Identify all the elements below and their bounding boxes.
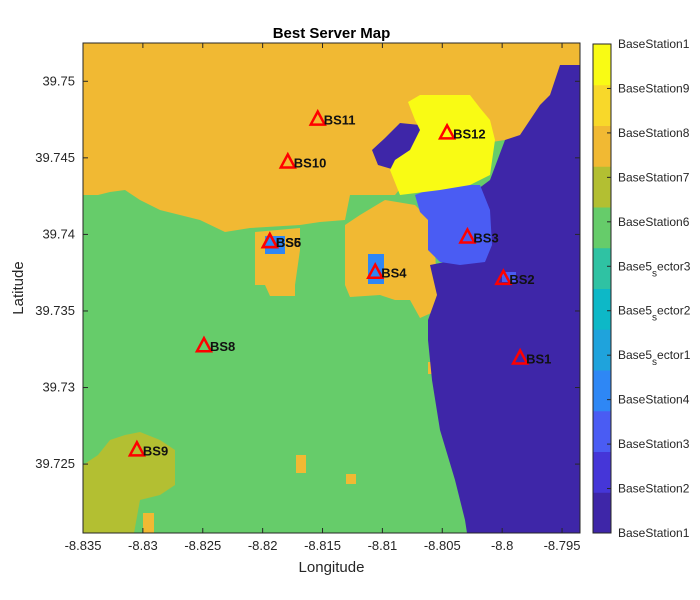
site-marker-bs10 <box>278 151 297 169</box>
chart-title: Best Server Map <box>273 25 391 42</box>
colorbar-swatch <box>593 329 611 371</box>
colorbar-label: Base5sector1 <box>618 348 691 368</box>
colorbar-swatch <box>593 166 611 208</box>
plot-frame <box>82 42 581 534</box>
colorbar-label: BaseStation1 <box>618 526 690 540</box>
y-tick-label: 39.725 <box>35 456 75 471</box>
region-basestation8-patch-3 <box>143 513 154 533</box>
site-label-bs1: BS1 <box>526 351 551 366</box>
colorbar-label: BaseStation7 <box>618 170 690 184</box>
region-basestation1-pocket <box>372 123 425 170</box>
y-tick-label: 39.74 <box>42 226 75 241</box>
colorbar-swatch <box>593 207 611 249</box>
region-basestation8-patch-4 <box>346 474 356 484</box>
colorbar-swatch <box>593 288 611 330</box>
colorbar-swatch <box>593 410 611 452</box>
colorbar-label: Base5sector2 <box>618 304 691 324</box>
site-label-bs6: BS6 <box>276 235 301 250</box>
colorbar-label: BaseStation9 <box>618 81 690 95</box>
region-basestation12 <box>390 95 495 195</box>
colorbar-label: BaseStation3 <box>618 437 690 451</box>
site-label-bs12: BS12 <box>453 126 486 141</box>
colorbar-swatch <box>593 125 611 167</box>
x-tick-label: -8.81 <box>368 538 398 553</box>
region-basestation7 <box>83 432 175 533</box>
colorbar-label: BaseStation2 <box>618 482 690 496</box>
site-label-bs2: BS2 <box>509 272 534 287</box>
y-tick-label: 39.73 <box>42 380 75 395</box>
site-marker-bs4 <box>366 262 385 279</box>
colorbar-swatch <box>593 44 611 86</box>
y-tick-label: 39.75 <box>42 73 75 88</box>
site-label-bs3: BS3 <box>473 230 498 245</box>
colorbar: BaseStation1 BaseStation2 BaseStation3 Base… <box>592 37 691 540</box>
x-tick-label: -8.835 <box>65 538 102 553</box>
site-marker-bs3 <box>458 226 477 244</box>
colorbar-swatch <box>593 451 611 493</box>
region-basestation1 <box>428 65 580 533</box>
x-axis-label: Longitude <box>299 559 365 576</box>
x-tick-label: -8.83 <box>128 538 158 553</box>
x-tick-label: -8.82 <box>248 538 278 553</box>
coverage-map <box>83 43 580 533</box>
colorbar-label: Base5sector3 <box>618 259 691 279</box>
site-marker-bs11 <box>308 108 327 126</box>
colorbar-swatch <box>593 84 611 126</box>
colorbar-swatch <box>593 247 611 289</box>
site-label-bs4: BS4 <box>381 266 407 281</box>
site-marker-bs1 <box>511 347 530 365</box>
colorbar-swatch <box>593 370 611 412</box>
x-axis: -8.835 -8.83 -8.825 -8.82 -8.815 -8.81 -8.805 -… <box>65 43 581 553</box>
region-basestation3 <box>415 185 492 265</box>
y-axis: 39.725 39.73 39.735 39.74 39.745 39.75 <box>35 73 580 471</box>
x-tick-label: -8.815 <box>304 538 341 553</box>
site-label-bs5: BS5 <box>276 235 301 250</box>
colorbar-label: BaseStation8 <box>618 126 690 140</box>
site-marker-bs2 <box>494 268 513 286</box>
colorbar-label: BaseStation4 <box>618 393 690 407</box>
region-basestation8-patch-2 <box>296 455 306 473</box>
site-marker-bs9 <box>127 439 146 457</box>
region-basestation8 <box>83 43 580 232</box>
site-marker-bs8 <box>194 335 214 353</box>
site-marker-bs6 <box>260 231 279 249</box>
site-label-bs8: BS8 <box>210 339 235 354</box>
x-tick-label: -8.8 <box>491 538 513 553</box>
colorbar-swatch <box>593 492 611 534</box>
site-label-bs9: BS9 <box>143 443 168 458</box>
x-tick-label: -8.825 <box>184 538 221 553</box>
y-tick-label: 39.735 <box>35 303 75 318</box>
region-basestation8-lobe-b <box>345 200 438 318</box>
colorbar-label: BaseStation1 <box>618 37 690 51</box>
x-tick-label: -8.805 <box>424 538 461 553</box>
y-tick-label: 39.745 <box>35 150 75 165</box>
site-label-bs11: BS11 <box>324 113 356 128</box>
site-label-bs10: BS10 <box>294 155 327 170</box>
site-marker-bs12 <box>437 122 457 140</box>
colorbar-frame <box>592 43 612 534</box>
y-axis-label: Latitude <box>10 261 27 314</box>
region-basestation3-bs2 <box>502 272 516 282</box>
colorbar-label: BaseStation6 <box>618 215 690 229</box>
x-tick-label: -8.795 <box>544 538 581 553</box>
